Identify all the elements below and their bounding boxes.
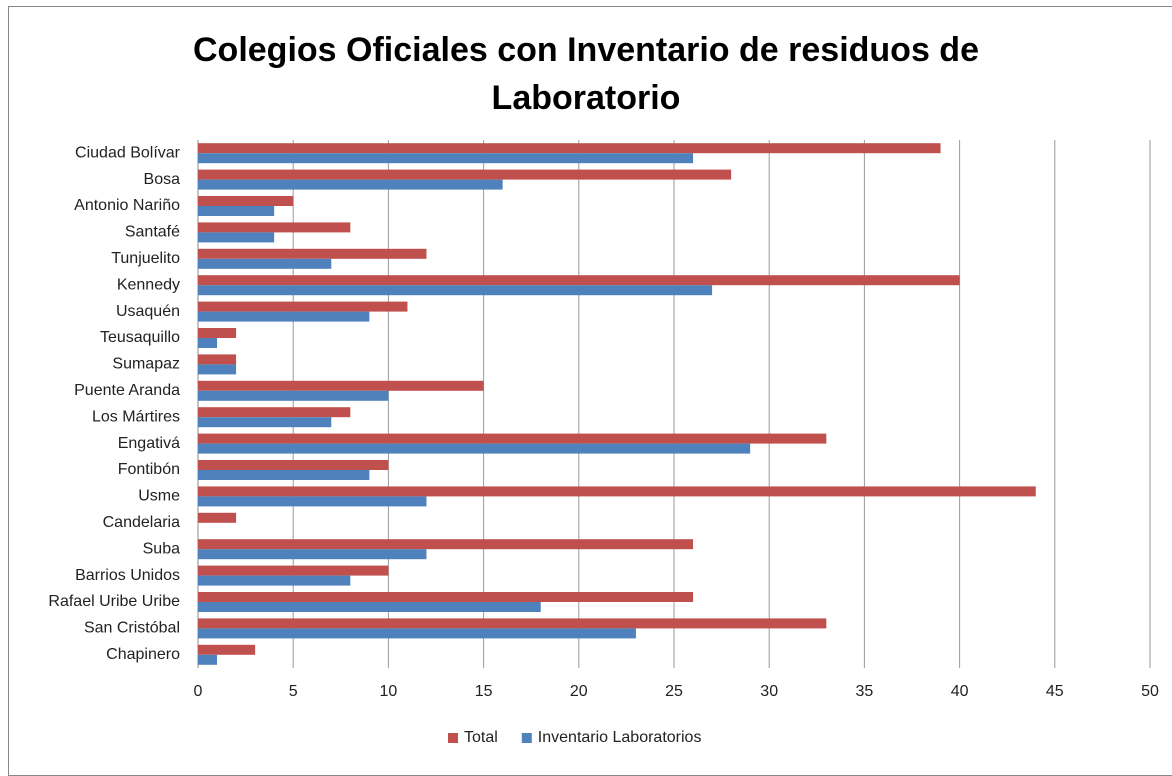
legend-swatch: [521, 733, 532, 743]
bar: [198, 407, 351, 418]
y-tick-label: Teusaquillo: [100, 329, 180, 346]
bar: [198, 602, 541, 612]
bar: [198, 354, 237, 365]
bar: [198, 285, 713, 296]
bar: [198, 206, 275, 216]
x-tick-label: 25: [665, 683, 683, 700]
bar: [198, 275, 960, 286]
x-tick-label: 35: [856, 683, 874, 700]
x-tick-label: 0: [194, 683, 203, 700]
x-tick-label: 5: [289, 683, 298, 700]
y-tick-label: Antonio Nariño: [74, 197, 180, 214]
y-tick-label: Kennedy: [117, 276, 180, 293]
bar: [198, 258, 332, 269]
bar: [198, 338, 218, 348]
x-tick-label: 50: [1141, 683, 1159, 700]
y-tick-label: Engativá: [118, 435, 180, 452]
bar: [198, 248, 427, 259]
bar: [198, 592, 694, 602]
bar: [198, 644, 256, 655]
bar: [198, 417, 332, 428]
bar: [198, 496, 427, 507]
bar: [198, 232, 275, 243]
x-tick-label: 45: [1046, 683, 1064, 700]
bar: [198, 364, 237, 375]
bar: [198, 328, 237, 338]
bar: [198, 380, 484, 391]
bar: [198, 169, 732, 180]
bar: [198, 196, 294, 206]
bar: [198, 433, 827, 444]
bar: [198, 565, 389, 576]
bar: [198, 539, 694, 550]
y-tick-label: Los Mártires: [92, 408, 180, 425]
x-tick-label: 20: [570, 683, 588, 700]
y-tick-label: Suba: [143, 540, 180, 557]
y-tick-label: Usme: [138, 488, 180, 505]
x-tick-label: 10: [380, 683, 398, 700]
bar: [198, 549, 427, 560]
y-tick-label: Fontibón: [118, 461, 180, 478]
bar: [198, 628, 636, 639]
legend-label: Inventario Laboratorios: [538, 729, 702, 746]
y-tick-label: Ciudad Bolívar: [75, 144, 181, 161]
bar: [198, 311, 370, 322]
legend-swatch: [448, 733, 458, 743]
bar: [198, 470, 370, 480]
y-tick-label: Usaquén: [116, 303, 180, 320]
y-tick-label: Rafael Uribe Uribe: [48, 593, 180, 610]
bar: [198, 618, 827, 629]
legend-label: Total: [464, 729, 498, 746]
bar: [198, 153, 694, 164]
y-tick-label: San Cristóbal: [84, 620, 180, 637]
bar: [198, 654, 218, 665]
x-tick-label: 40: [951, 683, 969, 700]
bar: [198, 443, 751, 454]
bar: [198, 575, 351, 586]
bar: [198, 222, 351, 233]
chart-title: Colegios Oficiales con Inventario de res…: [193, 31, 979, 117]
x-tick-label: 30: [760, 683, 778, 700]
bar: [198, 486, 1036, 497]
x-tick-label: 15: [475, 683, 493, 700]
bar: [198, 390, 389, 401]
bar: [198, 460, 389, 470]
y-tick-label: Tunjuelito: [111, 250, 180, 267]
bar: [198, 301, 408, 312]
y-tick-label: Sumapaz: [112, 356, 180, 373]
bar: [198, 512, 237, 523]
y-tick-label: Puente Aranda: [74, 382, 180, 399]
y-tick-label: Chapinero: [106, 646, 180, 663]
bar: [198, 143, 941, 154]
bar: [198, 179, 503, 190]
y-tick-label: Barrios Unidos: [75, 567, 180, 584]
y-tick-label: Santafé: [125, 224, 180, 241]
y-tick-label: Bosa: [144, 171, 181, 188]
y-tick-label: Candelaria: [103, 514, 180, 531]
